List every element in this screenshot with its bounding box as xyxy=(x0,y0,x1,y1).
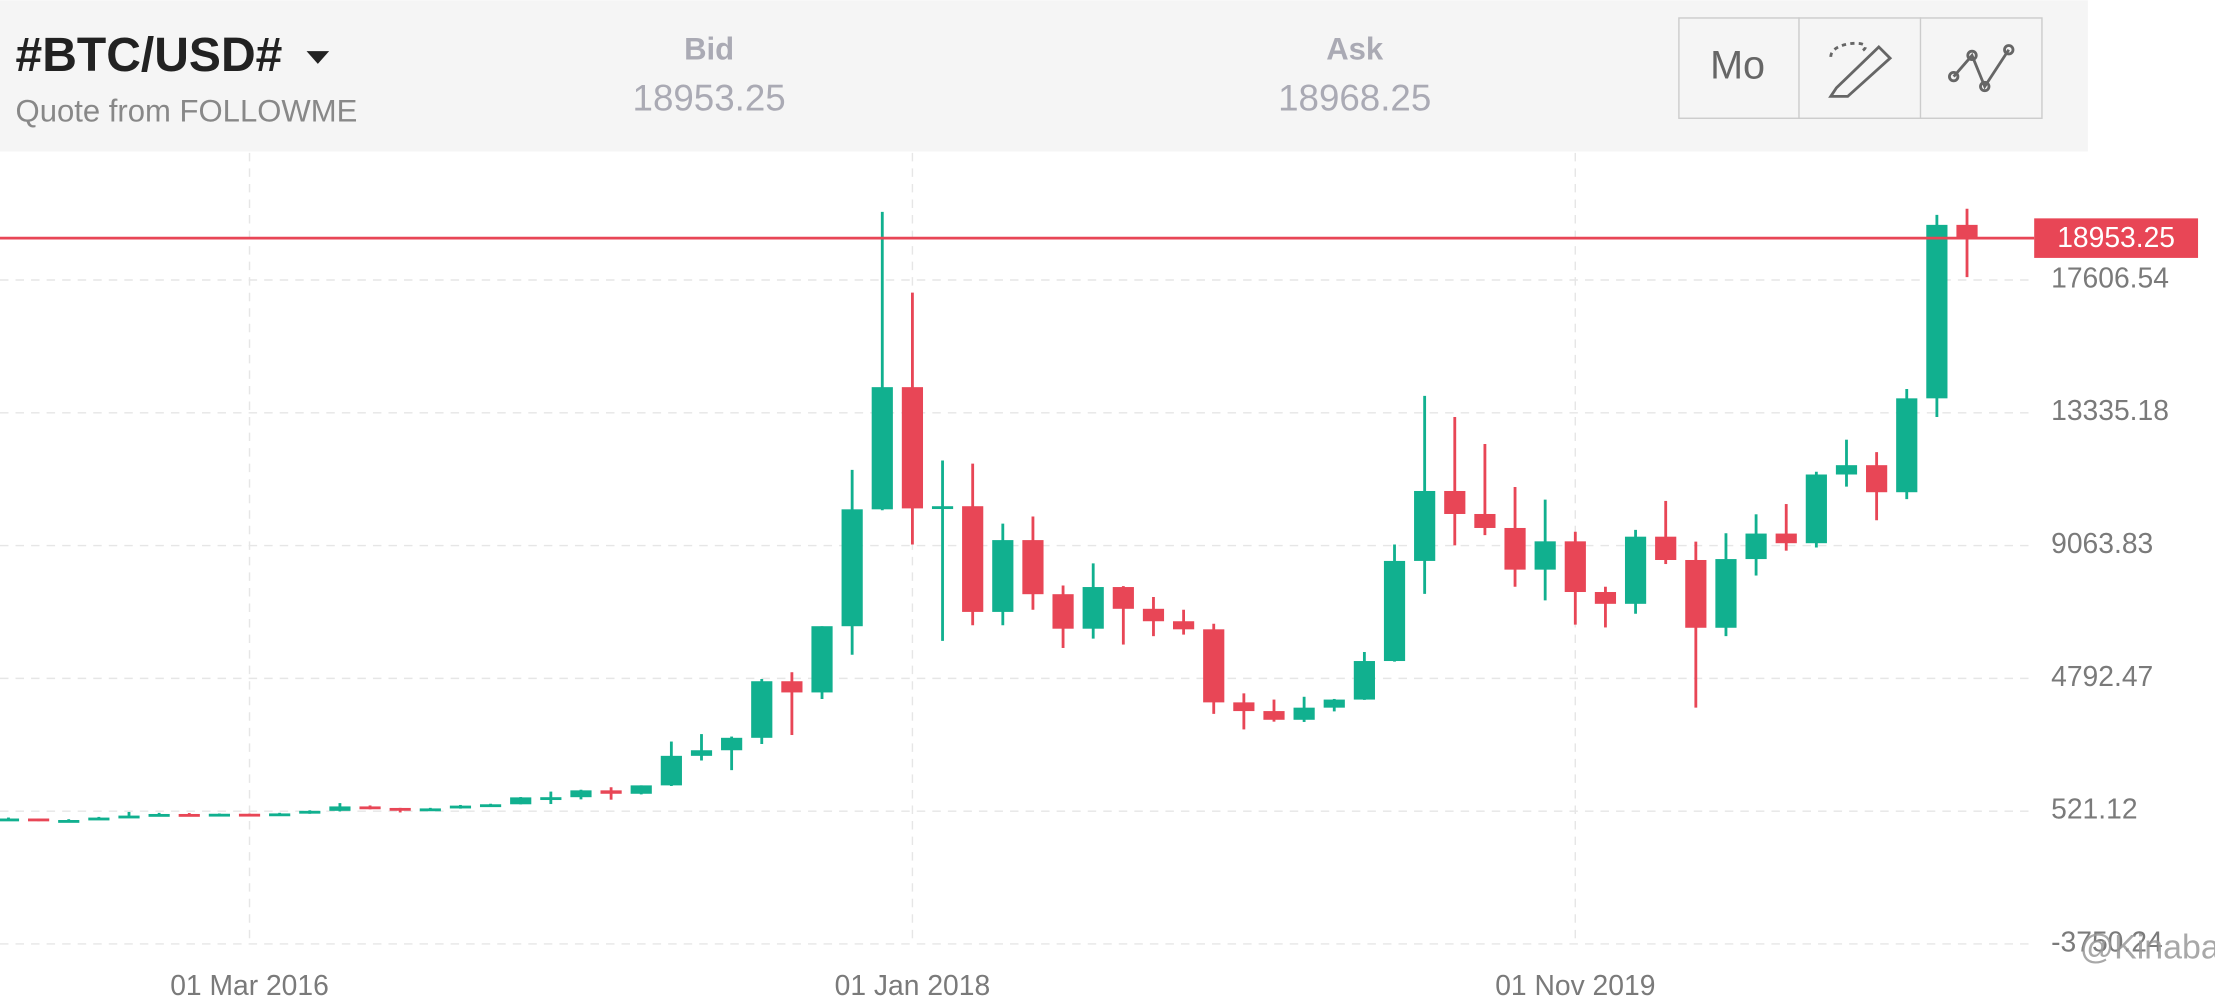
candle-body xyxy=(600,790,622,794)
plot: -3750.24 521.12 4792.47 9063.83 13335.18 1760… xyxy=(0,152,2199,1001)
x-tick-label: 01 Nov 2019 xyxy=(1495,969,1655,1001)
candle-body xyxy=(208,813,230,817)
candle-body xyxy=(1685,559,1707,628)
y-tick-label: -3750.24 xyxy=(2051,925,2163,957)
x-tick-label: 01 Mar 2016 xyxy=(170,969,329,1001)
candle-body xyxy=(540,797,562,801)
candle-body xyxy=(329,806,351,811)
candle-body xyxy=(449,805,472,809)
y-tick-label: 13335.18 xyxy=(2051,394,2169,426)
toolbar xyxy=(1678,17,2043,119)
candle-body xyxy=(1805,474,1827,544)
candle-body xyxy=(751,681,773,738)
x-tick-label: 01 Jan 2018 xyxy=(835,969,991,1001)
candle-body xyxy=(630,785,652,794)
candle-body xyxy=(690,750,713,756)
candle-body xyxy=(269,813,291,817)
candle-body xyxy=(1956,224,1978,239)
candle-body xyxy=(1896,398,1918,493)
candle-body xyxy=(992,540,1014,612)
candle-body xyxy=(1293,707,1315,720)
candle-body xyxy=(931,506,954,510)
candle-body xyxy=(419,808,441,812)
watermark: @Kinabalu xyxy=(2080,929,2215,967)
candle-body xyxy=(1866,465,1888,493)
candle-body xyxy=(660,755,682,786)
candle-body xyxy=(1534,541,1556,570)
candle-body xyxy=(1233,702,1255,712)
candle-body xyxy=(238,813,261,817)
candle-body xyxy=(389,807,411,811)
candle-body xyxy=(1052,594,1074,629)
candle-body xyxy=(1383,560,1406,662)
candle-body xyxy=(0,818,20,822)
candle-body xyxy=(781,681,803,693)
candle-body xyxy=(721,737,743,751)
candle-body xyxy=(1474,513,1496,528)
candle-body xyxy=(901,387,924,509)
candle-body xyxy=(811,626,833,693)
ask-value: 18968.25 xyxy=(1278,77,1431,118)
y-tick-label: 521.12 xyxy=(2051,793,2137,825)
y-tick-label: 9063.83 xyxy=(2051,527,2153,559)
symbol-dropdown[interactable] xyxy=(306,51,330,64)
candle-body xyxy=(570,790,592,798)
candle-body xyxy=(1203,629,1225,703)
y-tick-label: 4792.47 xyxy=(2051,660,2153,692)
candle-body xyxy=(1745,533,1767,560)
candle-body xyxy=(1142,608,1165,622)
candle-body xyxy=(1775,533,1797,544)
candle-body xyxy=(1715,559,1737,628)
last-price-tag xyxy=(2034,218,2199,258)
y-tick-label: 17606.54 xyxy=(2051,261,2169,293)
candle-body xyxy=(1624,536,1647,604)
candle-body xyxy=(1082,587,1104,629)
candle-body xyxy=(1444,490,1466,514)
candle-body xyxy=(118,815,140,819)
candle-body xyxy=(962,506,984,612)
candle-body xyxy=(88,817,110,821)
candle-body xyxy=(1594,592,1617,604)
draw-tool-button[interactable] xyxy=(1828,41,1893,98)
candle-body xyxy=(1353,661,1375,700)
period-button[interactable]: Mo xyxy=(1710,44,1765,88)
candle-body xyxy=(1323,699,1345,708)
symbol[interactable]: #BTC/USD# xyxy=(16,29,283,82)
candle-body xyxy=(359,806,381,810)
candle-body xyxy=(871,387,893,510)
candle-body xyxy=(1655,536,1677,560)
bid-value: 18953.25 xyxy=(633,77,786,118)
candle-body xyxy=(1926,224,1948,399)
ask-label: Ask xyxy=(1326,31,1384,66)
candle-body xyxy=(1022,540,1044,595)
candle-body xyxy=(1564,541,1586,593)
candle-body xyxy=(1414,490,1436,561)
candle-body xyxy=(28,818,50,822)
candle-body xyxy=(1263,711,1285,720)
candle-body xyxy=(1173,621,1195,630)
candle-body xyxy=(148,813,170,817)
candle-body xyxy=(510,797,532,805)
candle-body xyxy=(479,804,502,808)
candle-body xyxy=(58,820,80,823)
quote-source: Quote from FOLLOWME xyxy=(16,94,358,129)
candle-body xyxy=(1504,527,1526,570)
last-price-label: 18953.25 xyxy=(2057,221,2175,253)
indicator-button[interactable] xyxy=(1948,44,2015,93)
candle-body xyxy=(841,509,863,627)
candle-body xyxy=(299,810,321,814)
candle-body xyxy=(178,813,200,817)
bid-label: Bid xyxy=(684,31,734,66)
candle-body xyxy=(1112,587,1134,609)
candle-body xyxy=(1835,465,1858,475)
